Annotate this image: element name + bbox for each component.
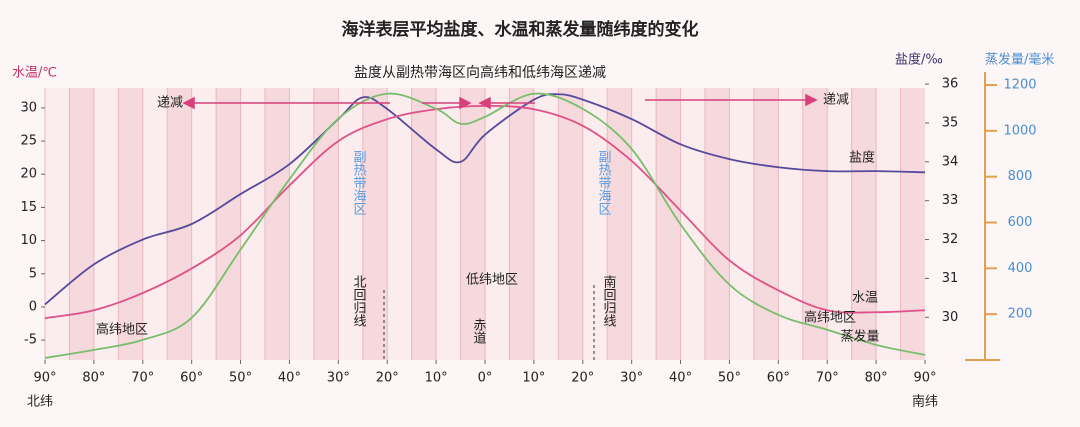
y-tick-label: 5 — [29, 266, 37, 281]
x-tick-label: 20° — [376, 371, 399, 386]
annotation: 副热带海区 — [596, 150, 612, 215]
annotation: 北回归线 — [351, 275, 367, 327]
y-tick-label: 0 — [29, 299, 37, 314]
y-tick-label: 10 — [20, 233, 37, 248]
stripe — [876, 88, 901, 360]
stripe — [436, 88, 461, 360]
stripe — [45, 88, 70, 360]
y-tick-label: 30 — [20, 100, 37, 115]
y3-tick-label: 1000 — [1003, 123, 1036, 138]
stripe — [729, 88, 754, 360]
stripe — [631, 88, 657, 360]
y3-tick-label: 600 — [1008, 215, 1033, 230]
arrow-head — [805, 93, 818, 107]
annotation: 递减 — [157, 96, 183, 111]
stripe — [387, 88, 412, 360]
y3-tick-label: 1200 — [1003, 78, 1036, 93]
x-tick-label: 10° — [425, 371, 448, 386]
x-tick-label: 30° — [327, 371, 350, 386]
x-tick-label: 60° — [767, 371, 790, 386]
y2-tick-label: 32 — [942, 232, 959, 247]
series-label: 水温 — [852, 291, 878, 306]
stripe — [191, 88, 217, 360]
x-tick-label: 30° — [620, 371, 643, 386]
y-tick-label: 25 — [20, 134, 37, 149]
x-side-label: 北纬 — [27, 395, 53, 410]
y3-tick-label: 400 — [1008, 261, 1033, 276]
tropic-lines — [383, 285, 595, 362]
x-tick-label: 20° — [571, 371, 594, 386]
stripe — [142, 88, 168, 360]
y2-axis-label: 盐度/‰ — [895, 52, 943, 68]
stripe — [778, 88, 803, 360]
stripe — [533, 88, 559, 360]
y-tick-label: -5 — [24, 333, 37, 348]
series-line — [44, 93, 926, 306]
x-tick-label: 10° — [522, 371, 545, 386]
annotation: 高纬地区 — [804, 310, 856, 326]
y-axis-label: 水温/℃ — [12, 66, 57, 81]
x-tick-label: 70° — [131, 371, 154, 386]
y-tick-label: 20 — [20, 167, 37, 182]
chart-title: 海洋表层平均盐度、水温和蒸发量随纬度的变化 — [342, 19, 699, 40]
y2-tick-label: 36 — [942, 77, 959, 92]
x-tick-label: 80° — [865, 371, 888, 386]
x-tick-label: 50° — [718, 371, 741, 386]
x-tick-label: 50° — [229, 371, 252, 386]
annotation: 南回归线 — [601, 274, 617, 327]
arrow-head — [182, 96, 195, 110]
x-tick-label: 40° — [669, 371, 692, 386]
chart-subtitle: 盐度从副热带海区向高纬和低纬海区递减 — [354, 64, 606, 81]
annotation: 低纬地区 — [466, 273, 518, 288]
plot-background — [44, 88, 925, 360]
arrow-head — [478, 96, 491, 110]
annotation: 副热带海区 — [351, 150, 367, 215]
y2-tick-label: 31 — [942, 271, 959, 286]
arrows — [182, 93, 818, 110]
stripe — [93, 88, 119, 360]
annotation: 递减 — [823, 93, 849, 108]
y-tick-label: 15 — [20, 200, 37, 215]
x-tick-label: 40° — [278, 371, 301, 386]
series-line — [44, 92, 926, 359]
y3-tick-label: 800 — [1008, 169, 1033, 184]
y3-axis-label: 蒸发量/毫米 — [985, 52, 1054, 68]
x-tick-label: 60° — [180, 371, 203, 386]
x-tick-label: 90° — [33, 371, 56, 386]
stripe — [289, 88, 314, 360]
x-tick-label: 80° — [82, 371, 105, 386]
y2-tick-label: 33 — [942, 193, 959, 208]
series-label: 蒸发量 — [840, 329, 879, 345]
x-tick-label: 70° — [816, 371, 839, 386]
annotation: 高纬地区 — [96, 322, 148, 338]
x-tick-label: 0° — [478, 371, 493, 386]
stripe — [485, 88, 510, 360]
y3-tick-label: 200 — [1008, 307, 1033, 322]
y2-tick-label: 30 — [942, 310, 959, 325]
y2-tick-label: 34 — [942, 154, 959, 169]
stripe — [827, 88, 852, 360]
x-side-label: 南纬 — [912, 394, 938, 410]
arrow-head — [459, 96, 472, 110]
series-label: 盐度 — [849, 150, 875, 166]
x-tick-label: 90° — [913, 371, 936, 386]
annotation: 赤道 — [471, 318, 487, 344]
y2-tick-label: 35 — [942, 115, 959, 130]
